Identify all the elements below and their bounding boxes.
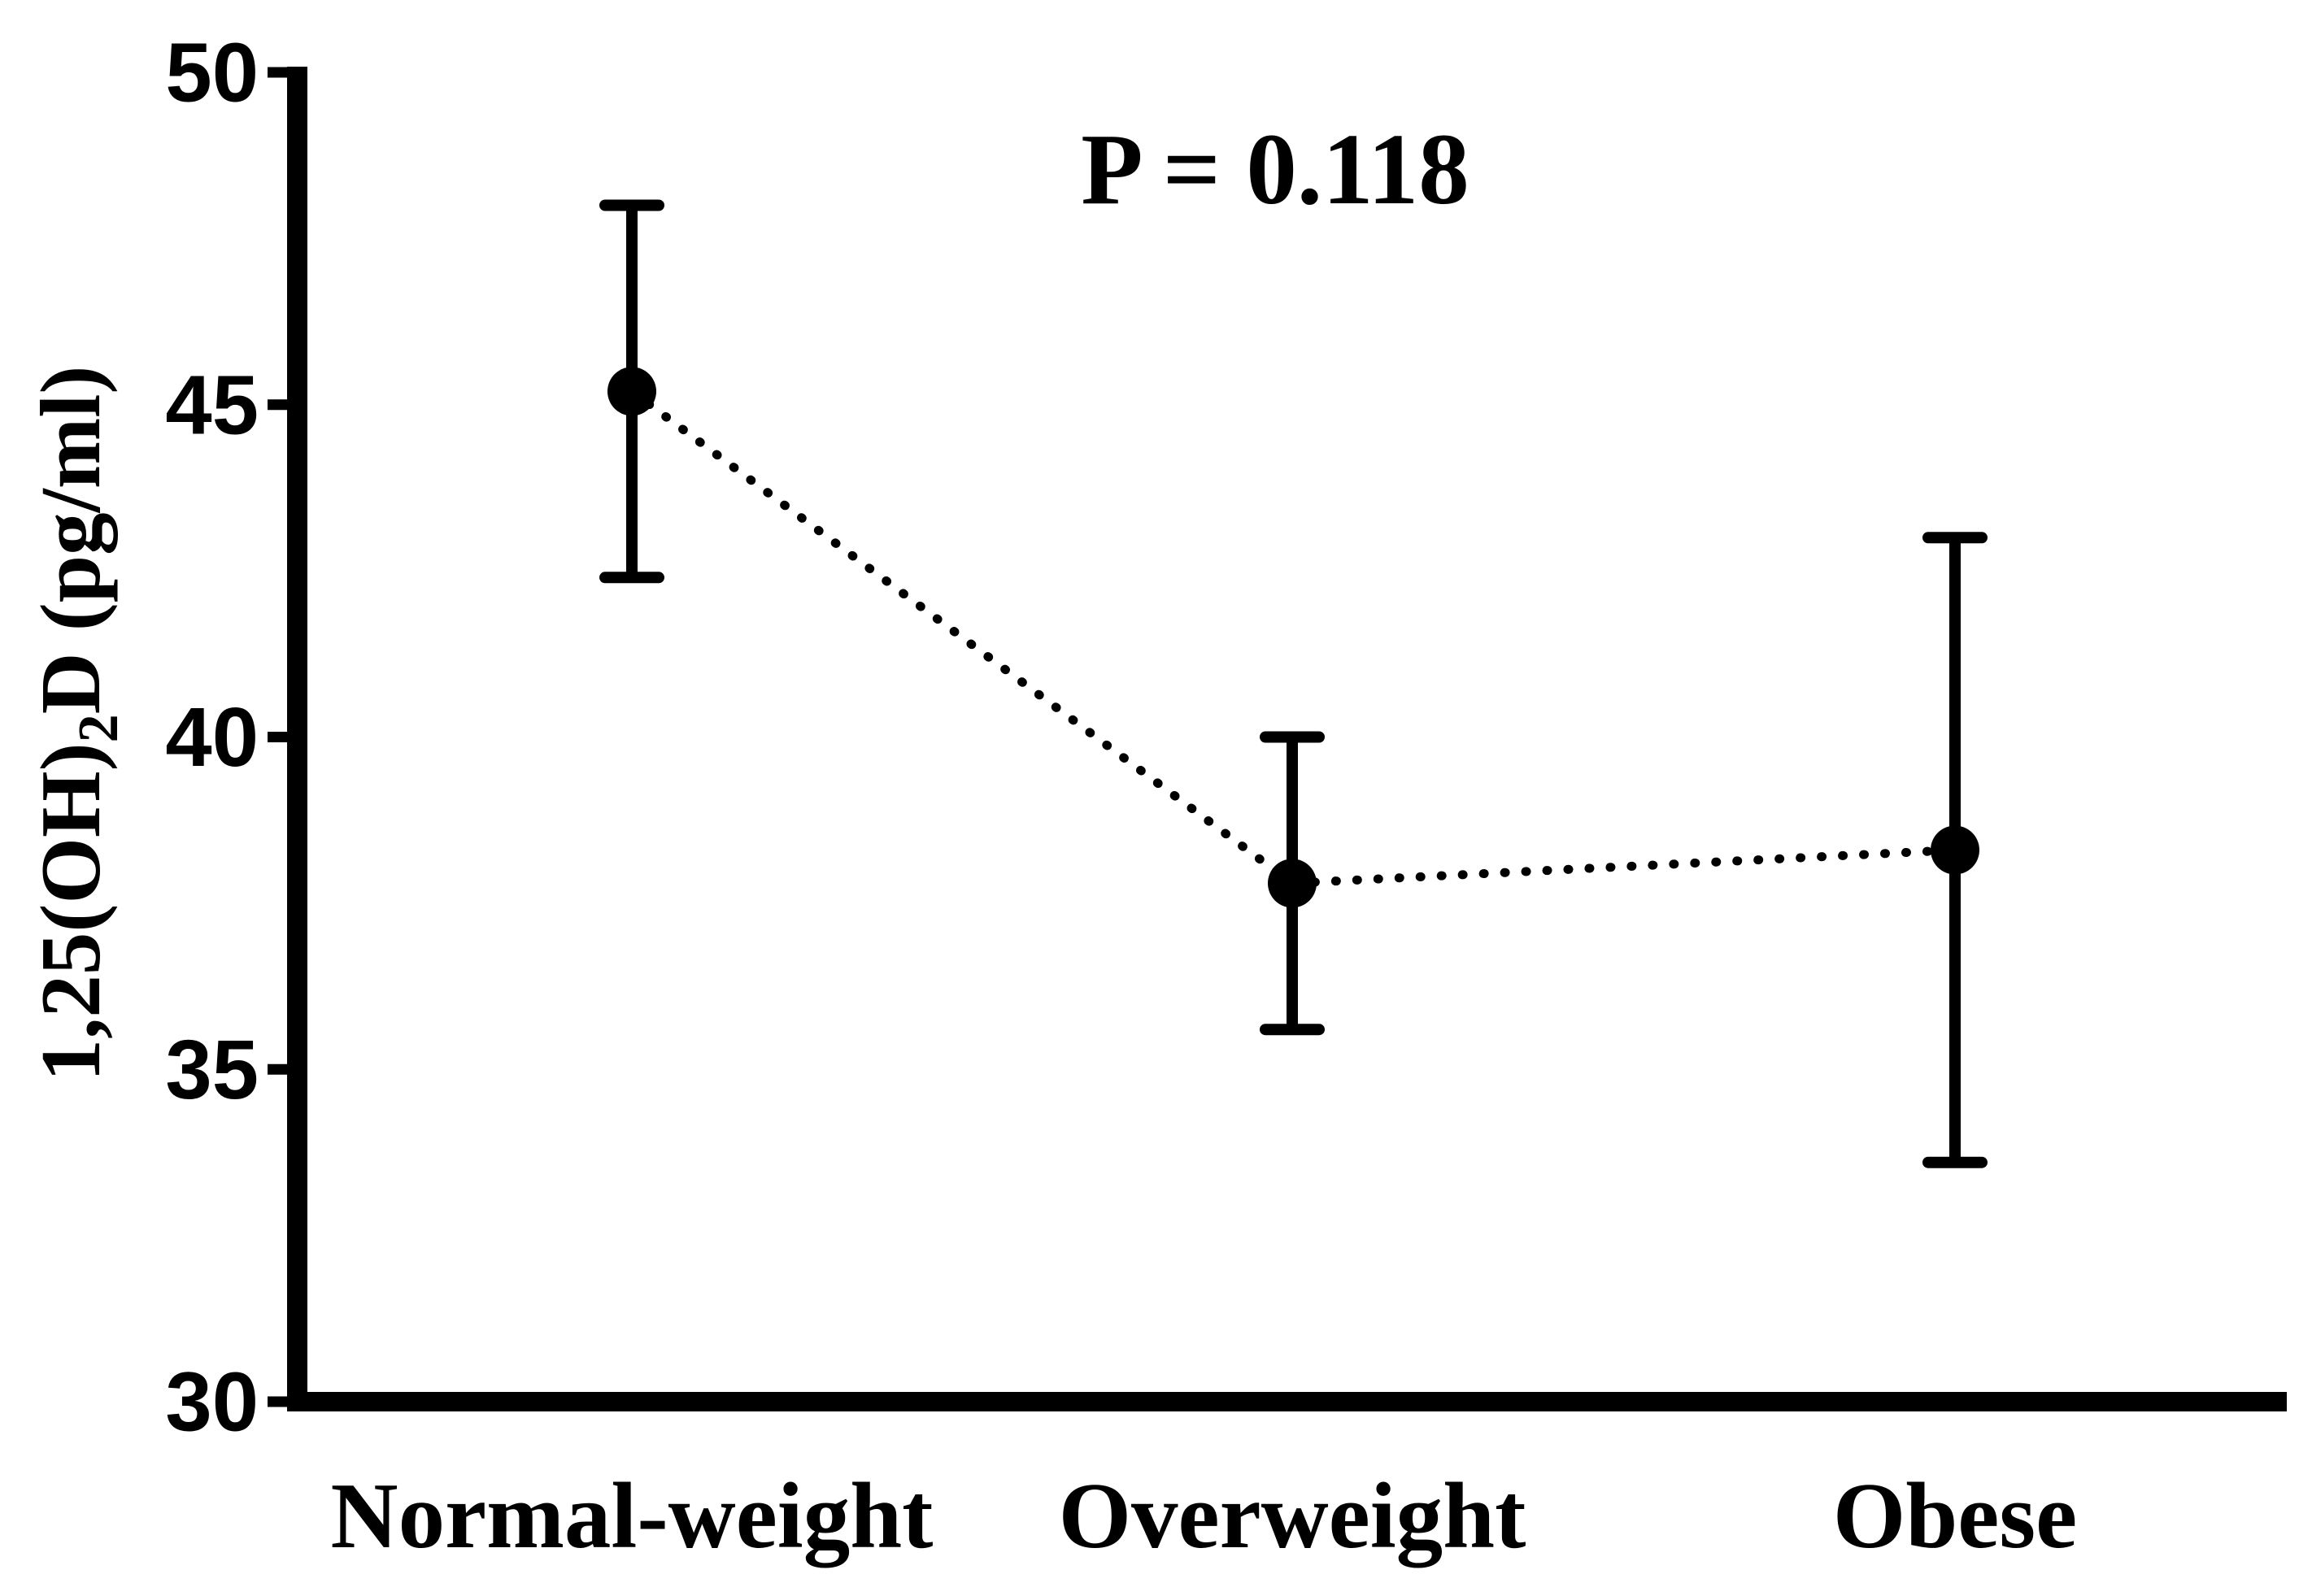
data-point-obese [1931,825,1979,875]
x-category-label-normal-weight: Normal-weight [331,1464,934,1568]
y-tick-label-50: 50 [165,26,259,120]
y-tick-label-35: 35 [165,1023,259,1116]
y-axis-ticks: 50 45 40 35 30 [165,26,298,1449]
data-point-normal-weight [607,367,656,416]
p-value-annotation: P = 0.118 [1081,114,1469,226]
x-category-label-obese: Obese [1833,1464,2077,1568]
data-series [599,199,1988,1168]
y-tick-label-30: 30 [165,1355,259,1449]
x-axis-category-labels: Normal-weight Overweight Obese [331,1464,2078,1568]
x-category-label-overweight: Overweight [1059,1464,1526,1568]
y-tick-label-40: 40 [165,690,259,784]
x-axis-baseline [287,1392,2287,1411]
data-point-overweight [1268,859,1317,908]
y-axis-title: 1,25(OH)2D (pg/ml) [23,366,130,1082]
y-tick-label-45: 45 [165,358,259,451]
